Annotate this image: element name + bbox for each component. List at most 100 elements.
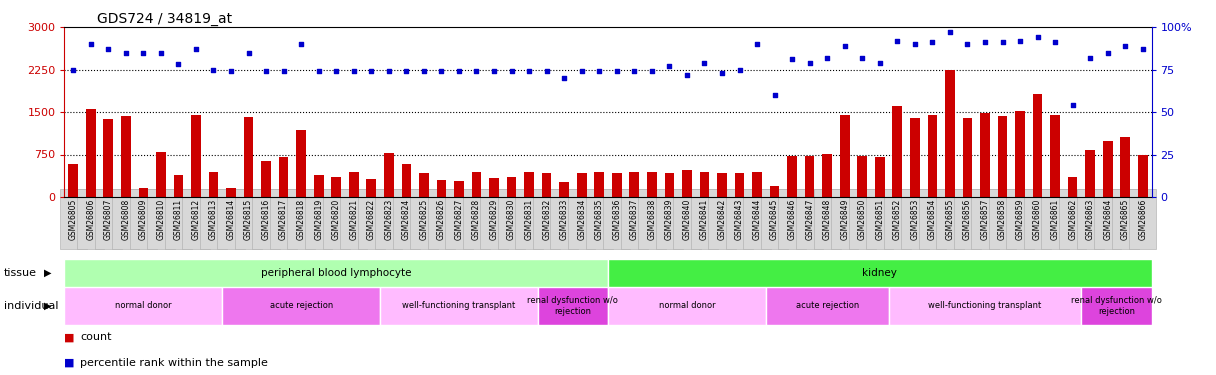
Point xyxy=(502,68,522,74)
Point xyxy=(607,68,626,74)
Point xyxy=(940,29,959,35)
Bar xyxy=(945,69,955,197)
Point xyxy=(659,63,679,69)
Bar xyxy=(68,164,78,197)
Bar xyxy=(472,172,482,197)
Bar xyxy=(226,188,236,197)
Bar xyxy=(489,178,499,197)
Point xyxy=(238,50,258,55)
Point xyxy=(98,46,118,52)
Point xyxy=(554,75,574,81)
Point xyxy=(221,68,241,74)
Text: percentile rank within the sample: percentile rank within the sample xyxy=(80,357,269,368)
Bar xyxy=(910,118,919,197)
Bar xyxy=(766,287,889,325)
Bar xyxy=(437,180,446,197)
Point xyxy=(186,46,206,52)
Point xyxy=(748,41,767,47)
Point xyxy=(292,41,311,47)
Text: kidney: kidney xyxy=(862,268,897,278)
Bar xyxy=(630,172,640,197)
Bar xyxy=(243,117,253,197)
Point xyxy=(713,70,732,76)
Point xyxy=(415,68,434,74)
Bar xyxy=(928,116,938,197)
Bar xyxy=(576,172,586,197)
Bar xyxy=(822,154,832,197)
Text: peripheral blood lymphocyte: peripheral blood lymphocyte xyxy=(261,268,411,278)
Point xyxy=(169,62,188,68)
Bar xyxy=(1081,287,1152,325)
Bar xyxy=(381,287,537,325)
Bar xyxy=(595,172,604,197)
Bar xyxy=(297,130,306,197)
Text: ■: ■ xyxy=(64,357,75,368)
Point xyxy=(81,41,101,47)
Bar xyxy=(139,188,148,197)
Bar xyxy=(1138,154,1148,197)
Bar xyxy=(997,116,1007,197)
Bar xyxy=(980,112,990,197)
Text: ▶: ▶ xyxy=(44,268,51,278)
Point xyxy=(63,66,83,72)
Text: GDS724 / 34819_at: GDS724 / 34819_at xyxy=(97,12,232,26)
Bar xyxy=(332,177,340,197)
Bar xyxy=(537,287,608,325)
Point xyxy=(677,72,697,78)
Point xyxy=(905,41,924,47)
Bar xyxy=(770,186,779,197)
Bar xyxy=(717,172,727,197)
Point xyxy=(1010,38,1030,44)
Point xyxy=(1028,34,1047,40)
Bar xyxy=(1032,94,1042,197)
Point xyxy=(204,66,224,72)
Point xyxy=(958,41,978,47)
Bar xyxy=(223,287,381,325)
Bar xyxy=(1051,115,1060,197)
Bar xyxy=(876,157,884,197)
Bar xyxy=(401,164,411,197)
Point xyxy=(1046,39,1065,45)
Text: ▶: ▶ xyxy=(44,301,51,311)
Point xyxy=(361,68,381,74)
Point xyxy=(309,68,328,74)
Point xyxy=(1098,50,1118,55)
Bar xyxy=(699,172,709,197)
Bar xyxy=(420,172,429,197)
Bar xyxy=(156,152,165,197)
Text: renal dysfunction w/o
rejection: renal dysfunction w/o rejection xyxy=(1071,296,1162,316)
Text: acute rejection: acute rejection xyxy=(270,302,333,310)
Bar xyxy=(524,172,534,197)
Bar xyxy=(384,153,394,197)
Point xyxy=(800,60,820,66)
Text: normal donor: normal donor xyxy=(116,302,171,310)
Bar xyxy=(507,177,517,197)
Bar xyxy=(787,156,796,197)
Point xyxy=(835,43,855,49)
Text: renal dysfunction w/o
rejection: renal dysfunction w/o rejection xyxy=(528,296,619,316)
Point xyxy=(396,68,416,74)
Bar xyxy=(647,172,657,197)
Point xyxy=(326,68,345,74)
Bar xyxy=(261,161,271,197)
Point xyxy=(572,68,591,74)
Bar xyxy=(559,182,569,197)
Bar xyxy=(366,179,376,197)
Point xyxy=(765,92,784,98)
Bar xyxy=(454,181,463,197)
Bar xyxy=(682,170,692,197)
Point xyxy=(467,68,486,74)
Point xyxy=(344,68,364,74)
Point xyxy=(975,39,995,45)
Point xyxy=(625,68,644,74)
Point xyxy=(852,55,872,61)
Bar xyxy=(542,172,551,197)
Bar xyxy=(734,172,744,197)
Bar xyxy=(174,176,184,197)
Bar xyxy=(612,172,621,197)
Bar xyxy=(963,118,973,197)
Bar xyxy=(857,156,867,197)
Point xyxy=(519,68,539,74)
Bar xyxy=(1086,150,1094,197)
Bar xyxy=(349,171,359,197)
